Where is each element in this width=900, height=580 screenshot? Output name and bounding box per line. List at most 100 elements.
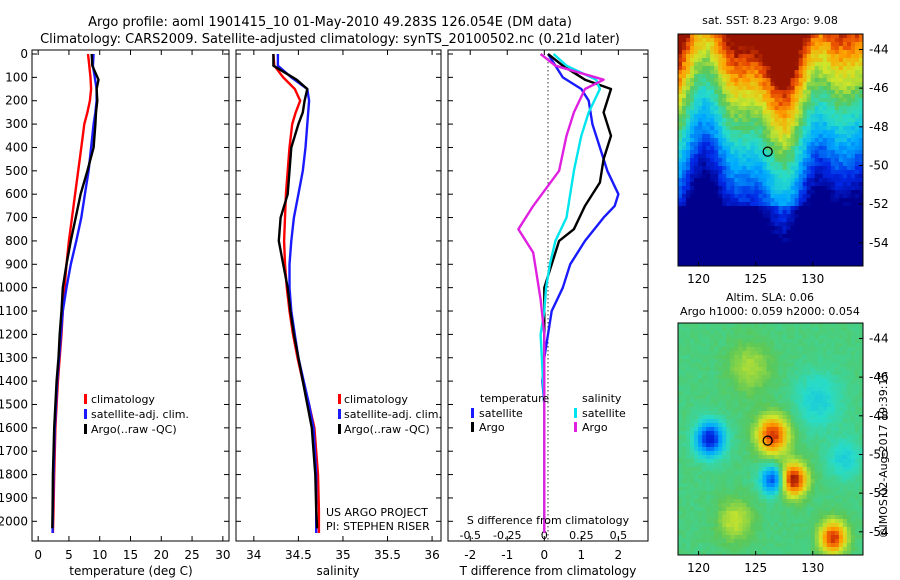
map-cell bbox=[770, 375, 775, 380]
map-cell bbox=[694, 359, 699, 364]
map-cell bbox=[690, 234, 695, 239]
map-cell bbox=[850, 78, 856, 83]
map-cell bbox=[758, 190, 763, 195]
map-cell bbox=[738, 238, 743, 243]
map-cell bbox=[822, 439, 828, 444]
map-cell bbox=[806, 34, 812, 39]
map-cell bbox=[774, 415, 779, 420]
map-cell bbox=[826, 423, 832, 428]
map-cell bbox=[726, 371, 731, 376]
map-cell bbox=[702, 42, 707, 47]
map-cell bbox=[834, 479, 840, 484]
map-cell bbox=[710, 403, 715, 408]
map-cell bbox=[706, 427, 711, 432]
map-cell bbox=[806, 391, 812, 396]
map-cell bbox=[702, 174, 707, 179]
map-cell bbox=[698, 34, 703, 39]
map-cell bbox=[770, 82, 775, 87]
map-cell bbox=[754, 451, 759, 456]
map-cell bbox=[686, 226, 691, 231]
map-cell bbox=[742, 50, 747, 55]
map-cell bbox=[850, 106, 856, 111]
map-cell bbox=[734, 222, 739, 227]
map-cell bbox=[834, 66, 840, 71]
map-cell bbox=[802, 102, 808, 107]
map-cell bbox=[710, 451, 715, 456]
map-cell bbox=[854, 102, 860, 107]
map-cell bbox=[822, 218, 828, 223]
map-cell bbox=[722, 42, 727, 47]
map-cell bbox=[778, 50, 783, 55]
map-cell bbox=[786, 202, 792, 207]
map-cell bbox=[702, 355, 707, 360]
map-cell bbox=[706, 106, 711, 111]
map-cell bbox=[814, 54, 820, 59]
x-tick-label: 15 bbox=[123, 548, 138, 562]
map-cell bbox=[778, 54, 783, 59]
map-cell bbox=[830, 42, 836, 47]
map-cell bbox=[810, 471, 816, 476]
map-cell bbox=[726, 471, 731, 476]
map-cell bbox=[838, 226, 844, 231]
map-cell bbox=[730, 471, 735, 476]
map-cell bbox=[702, 134, 707, 139]
map-cell bbox=[754, 230, 759, 235]
map-cell bbox=[834, 110, 840, 115]
map-cell bbox=[738, 158, 743, 163]
map-cell bbox=[714, 363, 719, 368]
map-cell bbox=[722, 86, 727, 91]
map-cell bbox=[770, 471, 775, 476]
map-cell bbox=[806, 467, 812, 472]
map-cell bbox=[850, 391, 856, 396]
map-cell bbox=[722, 447, 727, 452]
map-cell bbox=[746, 395, 751, 400]
map-cell bbox=[734, 491, 739, 496]
map-cell bbox=[794, 114, 800, 119]
map-cell bbox=[758, 126, 763, 131]
map-cell bbox=[794, 130, 800, 135]
map-cell bbox=[698, 126, 703, 131]
map-cell bbox=[754, 499, 759, 504]
map-cell bbox=[802, 351, 808, 356]
map-cell bbox=[838, 455, 844, 460]
map-cell bbox=[762, 427, 767, 432]
map-cell bbox=[686, 114, 691, 119]
map-cell bbox=[706, 367, 711, 372]
map-cell bbox=[838, 403, 844, 408]
map-cell bbox=[798, 238, 804, 243]
map-cell bbox=[730, 174, 735, 179]
map-cell bbox=[790, 154, 796, 159]
map-cell bbox=[762, 371, 767, 376]
map-cell bbox=[850, 415, 856, 420]
map-cell bbox=[826, 214, 832, 219]
map-cell bbox=[766, 58, 771, 63]
map-cell bbox=[710, 363, 715, 368]
map-cell bbox=[830, 258, 836, 263]
map-cell bbox=[726, 150, 731, 155]
map-cell bbox=[730, 499, 735, 504]
map-cell bbox=[726, 174, 731, 179]
map-cell bbox=[786, 391, 792, 396]
map-cell bbox=[702, 78, 707, 83]
map-cell bbox=[738, 419, 743, 424]
map-cell bbox=[822, 78, 828, 83]
map-cell bbox=[710, 142, 715, 147]
map-cell bbox=[774, 94, 779, 99]
map-cell bbox=[754, 134, 759, 139]
map-cell bbox=[826, 166, 832, 171]
map-cell bbox=[822, 451, 828, 456]
map-cell bbox=[690, 42, 695, 47]
map-cell bbox=[746, 102, 751, 107]
map-cell bbox=[690, 34, 695, 39]
map-cell bbox=[746, 126, 751, 131]
map-cell bbox=[826, 399, 832, 404]
map-cell bbox=[778, 170, 783, 175]
map-cell bbox=[770, 371, 775, 376]
map-cell bbox=[726, 226, 731, 231]
map-cell bbox=[790, 114, 796, 119]
map-cell bbox=[710, 423, 715, 428]
map-cell bbox=[686, 110, 691, 115]
map-cell bbox=[846, 407, 852, 412]
map-cell bbox=[698, 451, 703, 456]
map-cell bbox=[850, 475, 856, 480]
